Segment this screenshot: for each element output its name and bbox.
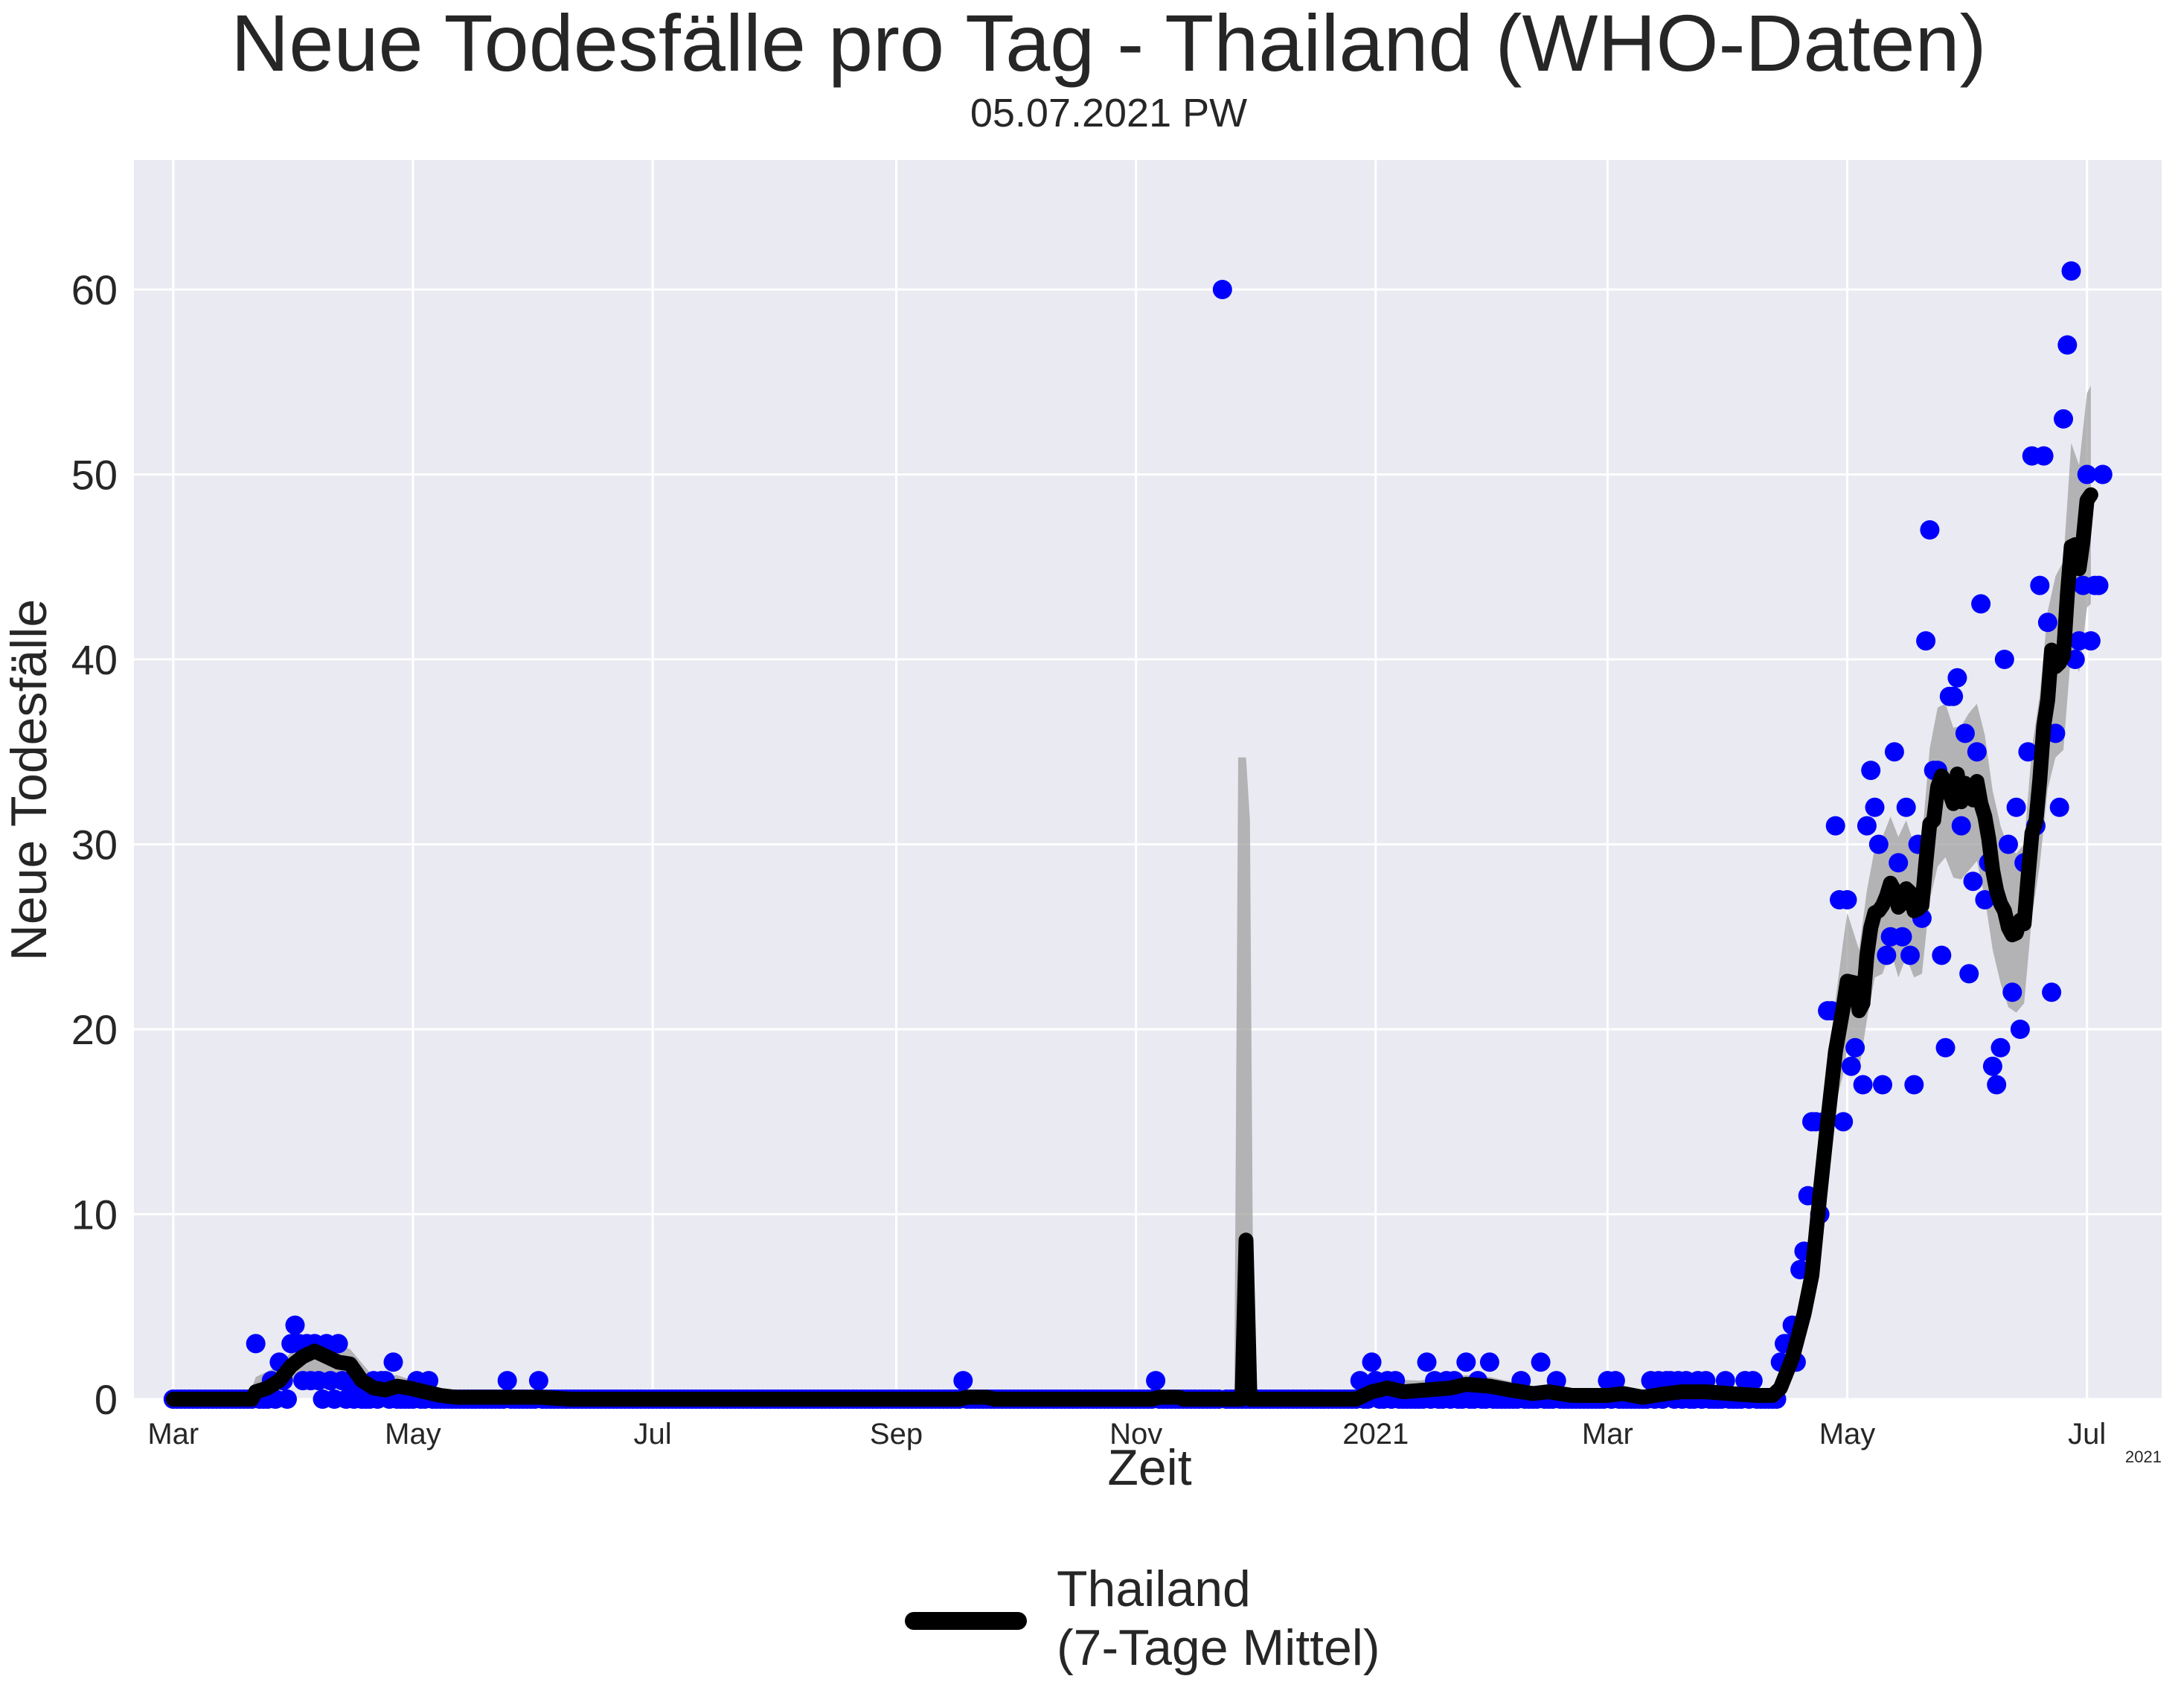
x-tick-label: 2021: [1342, 1418, 1409, 1450]
data-point: [1994, 650, 2014, 669]
data-point: [1896, 797, 1916, 817]
data-point: [497, 1371, 517, 1391]
y-tick-label: 20: [71, 1006, 118, 1053]
y-tick-labels: 0 10 20 30 40 50 60: [71, 266, 118, 1423]
data-point: [1967, 742, 1987, 762]
x-tick-labels: Mar May Jul Sep Nov 2021 Mar May Jul: [147, 1418, 2106, 1450]
data-point: [2030, 575, 2050, 595]
data-point: [1900, 945, 1920, 965]
data-point: [1873, 1075, 1892, 1095]
data-point: [1479, 1352, 1499, 1372]
y-tick-label: 60: [71, 266, 118, 313]
data-point: [1916, 631, 1936, 651]
data-point: [1889, 853, 1909, 873]
legend-label-line1: Thailand: [1057, 1561, 1251, 1617]
data-point: [1951, 816, 1971, 836]
y-tick-label: 10: [71, 1191, 118, 1238]
data-point: [1935, 1037, 1956, 1058]
data-point: [1837, 890, 1857, 909]
data-point: [1845, 1037, 1865, 1058]
data-point: [1990, 1037, 2011, 1058]
y-tick-label: 0: [95, 1376, 118, 1423]
data-point: [2092, 464, 2113, 484]
data-point: [2010, 1020, 2030, 1039]
data-point: [2061, 261, 2081, 281]
data-point: [1833, 1112, 1854, 1132]
data-point: [953, 1371, 973, 1391]
data-point: [2037, 612, 2057, 633]
data-point: [1853, 1075, 1873, 1095]
data-point: [2034, 446, 2054, 466]
y-axis-label: Neue Todesfälle: [1, 599, 57, 961]
x-axis-offset-label: 2021: [2125, 1448, 2162, 1466]
legend: Thailand (7-Tage Mittel): [905, 1561, 1380, 1676]
x-tick-label: Sep: [870, 1418, 923, 1450]
x-axis-label: Zeit: [1107, 1439, 1191, 1496]
data-point: [1212, 280, 1232, 299]
data-point: [2002, 982, 2022, 1002]
data-point: [1971, 594, 1991, 614]
data-point: [278, 1389, 297, 1409]
data-point: [285, 1315, 305, 1335]
data-point: [328, 1334, 348, 1354]
data-point: [1861, 761, 1881, 781]
data-point: [1959, 964, 1979, 984]
legend-label-line2: (7-Tage Mittel): [1057, 1619, 1380, 1676]
data-point: [383, 1352, 403, 1372]
chart-title: Neue Todesfälle pro Tag - Thailand (WHO-…: [231, 0, 1986, 88]
data-point: [1892, 927, 1912, 947]
data-point: [1857, 816, 1877, 836]
data-point: [1884, 742, 1904, 762]
data-point: [1350, 1371, 1370, 1391]
data-point: [1947, 668, 1967, 688]
data-point: [246, 1334, 266, 1354]
data-point: [1865, 797, 1885, 817]
data-point: [1987, 1075, 2007, 1095]
data-point: [2089, 575, 2109, 595]
data-point: [1456, 1352, 1476, 1372]
data-point: [1877, 945, 1897, 965]
data-point: [2006, 797, 2026, 817]
x-tick-label: Mar: [1582, 1418, 1633, 1450]
data-point: [2077, 464, 2097, 484]
data-point: [2042, 982, 2062, 1002]
data-point: [2018, 742, 2038, 762]
mean-line: [165, 487, 2098, 1407]
data-point: [1982, 1056, 2002, 1076]
data-point: [1531, 1352, 1551, 1372]
data-point: [1932, 945, 1952, 965]
data-point: [1362, 1352, 1382, 1372]
data-point: [1605, 1371, 1625, 1391]
x-tick-label: Jul: [2068, 1418, 2106, 1450]
x-tick-label: Jul: [634, 1418, 672, 1450]
rolling-mean-line: [165, 487, 2098, 1407]
data-point: [1944, 686, 1964, 706]
data-point: [2049, 797, 2069, 817]
data-point: [1146, 1371, 1166, 1391]
x-tick-label: Mar: [147, 1418, 199, 1450]
data-point: [1868, 834, 1889, 854]
x-tick-label: May: [1819, 1418, 1876, 1450]
data-point: [1963, 871, 1983, 892]
data-point: [528, 1371, 548, 1391]
data-point: [2081, 631, 2101, 651]
data-point: [1975, 890, 1995, 909]
data-point: [1825, 816, 1845, 836]
data-point: [1417, 1352, 1437, 1372]
y-tick-label: 30: [71, 821, 118, 868]
data-point: [1920, 520, 1940, 540]
x-tick-label: Nov: [1109, 1418, 1162, 1450]
data-point: [2057, 335, 2078, 355]
data-point: [1743, 1371, 1763, 1391]
data-point: [1841, 1056, 1861, 1076]
y-tick-label: 40: [71, 636, 118, 683]
data-point: [2054, 409, 2073, 429]
y-tick-label: 50: [71, 451, 118, 498]
data-point: [1999, 834, 2018, 854]
x-tick-label: May: [385, 1418, 441, 1450]
chart-subtitle: 05.07.2021 PW: [970, 91, 1247, 135]
data-point: [1904, 1075, 1924, 1095]
data-point: [1955, 723, 1975, 743]
